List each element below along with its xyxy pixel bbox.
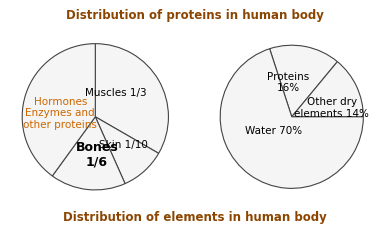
Text: Muscles 1/3: Muscles 1/3 <box>85 88 147 98</box>
Wedge shape <box>270 45 337 117</box>
Wedge shape <box>52 117 125 190</box>
Text: Proteins
16%: Proteins 16% <box>267 72 309 93</box>
Wedge shape <box>220 49 363 188</box>
Wedge shape <box>95 44 168 153</box>
Text: Bones
1/6: Bones 1/6 <box>75 141 118 169</box>
Text: Distribution of elements in human body: Distribution of elements in human body <box>63 211 326 224</box>
Text: Water 70%: Water 70% <box>245 126 302 136</box>
Wedge shape <box>292 62 363 117</box>
Text: Skin 1/10: Skin 1/10 <box>99 140 147 150</box>
Wedge shape <box>95 117 159 184</box>
Text: Distribution of proteins in human body: Distribution of proteins in human body <box>66 9 323 22</box>
Text: Other dry
elements 14%: Other dry elements 14% <box>294 97 369 119</box>
Text: Hormones
Enzymes and
other proteins: Hormones Enzymes and other proteins <box>23 97 97 130</box>
Wedge shape <box>22 44 95 176</box>
